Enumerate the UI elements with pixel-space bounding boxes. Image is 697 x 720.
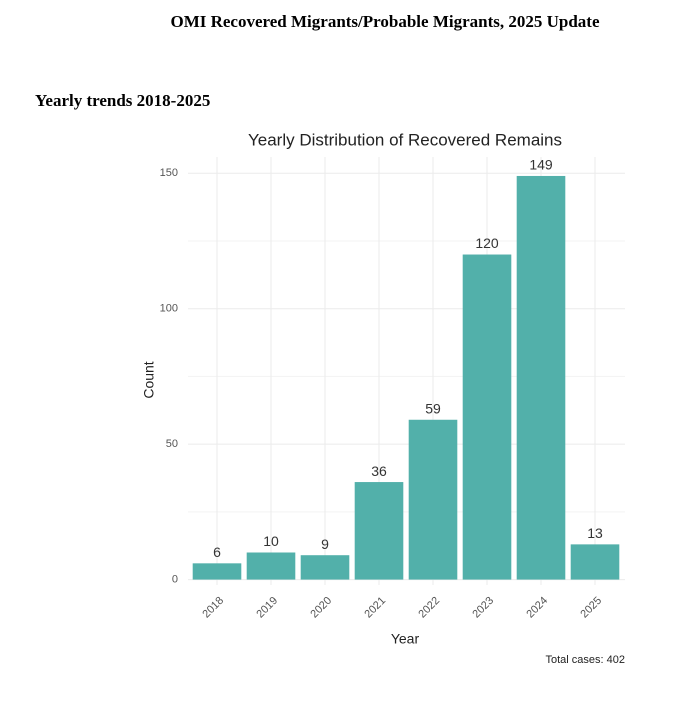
bar xyxy=(354,482,404,580)
bar xyxy=(462,254,512,580)
caption: Total cases: 402 xyxy=(546,654,626,666)
bar xyxy=(570,544,620,580)
bar xyxy=(516,175,566,580)
x-tick-label: 2024 xyxy=(524,595,550,621)
y-axis-label: Count xyxy=(141,361,157,398)
section-heading: Yearly trends 2018-2025 xyxy=(35,91,211,110)
value-label: 59 xyxy=(425,400,441,416)
bar xyxy=(192,563,242,580)
x-tick-label: 2018 xyxy=(200,595,226,621)
page-title: OMI Recovered Migrants/Probable Migrants… xyxy=(170,12,600,31)
value-label: 6 xyxy=(213,544,221,560)
value-label: 36 xyxy=(371,463,387,479)
y-tick-label: 100 xyxy=(160,303,178,315)
y-tick-label: 150 xyxy=(160,167,178,179)
value-label: 9 xyxy=(321,536,329,552)
x-tick-label: 2019 xyxy=(254,595,280,621)
x-tick-label: 2025 xyxy=(578,595,604,621)
chart-title: Yearly Distribution of Recovered Remains xyxy=(248,130,562,149)
bar xyxy=(408,419,458,580)
x-axis-label: Year xyxy=(391,631,420,647)
bar xyxy=(300,555,350,580)
value-label: 10 xyxy=(263,533,279,549)
x-tick-label: 2023 xyxy=(470,595,496,621)
value-label: 13 xyxy=(587,525,603,541)
x-tick-label: 2020 xyxy=(308,595,334,621)
x-tick-label: 2021 xyxy=(362,595,388,621)
bar xyxy=(246,552,296,580)
y-tick-label: 0 xyxy=(172,573,178,585)
value-label: 120 xyxy=(475,235,499,251)
x-tick-label: 2022 xyxy=(416,595,442,621)
y-tick-label: 50 xyxy=(166,438,178,450)
value-label: 149 xyxy=(529,157,553,173)
